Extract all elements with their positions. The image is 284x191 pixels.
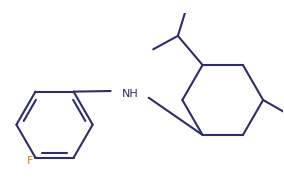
Text: F: F [27,156,33,166]
Text: NH: NH [122,89,138,99]
